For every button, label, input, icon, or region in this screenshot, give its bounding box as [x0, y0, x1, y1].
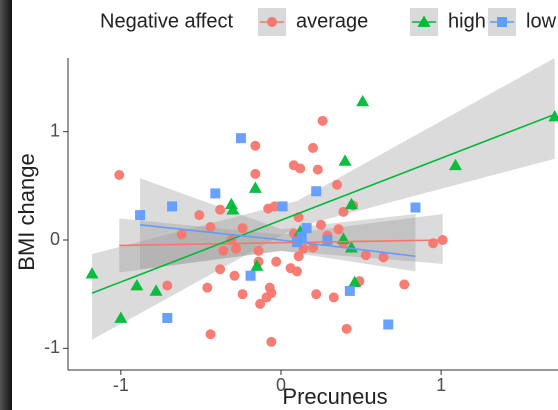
- point: [322, 235, 333, 245]
- side-image: [0, 0, 12, 410]
- point: [311, 186, 322, 197]
- point: [135, 210, 146, 221]
- point: [218, 245, 229, 256]
- point: [328, 292, 339, 303]
- point: [250, 140, 261, 151]
- point: [255, 298, 266, 309]
- point: [248, 181, 262, 193]
- point: [245, 270, 256, 281]
- point: [167, 201, 178, 212]
- point: [348, 275, 362, 288]
- legend-marker: [267, 17, 277, 27]
- point: [231, 243, 242, 254]
- point: [114, 311, 128, 323]
- point: [266, 336, 277, 347]
- point: [130, 279, 144, 291]
- point: [338, 206, 349, 217]
- point: [341, 323, 352, 334]
- point: [237, 223, 248, 234]
- y-tick-label: 0: [50, 229, 60, 249]
- point: [226, 203, 240, 215]
- point: [85, 267, 99, 279]
- point: [149, 284, 163, 296]
- legend-label: low: [526, 10, 557, 32]
- point: [215, 264, 226, 275]
- legend-label: average: [296, 10, 368, 32]
- point: [250, 168, 261, 179]
- point: [312, 164, 323, 175]
- point: [202, 282, 213, 293]
- point: [114, 170, 125, 180]
- point: [263, 203, 274, 214]
- point: [205, 222, 216, 232]
- point: [378, 252, 389, 263]
- point: [311, 289, 322, 300]
- point: [205, 329, 216, 340]
- point: [344, 285, 355, 296]
- x-tick-label: 0: [276, 375, 286, 395]
- regression-line: [119, 239, 443, 247]
- point: [277, 201, 288, 212]
- x-axis-title: Precuneus: [282, 384, 387, 409]
- point: [271, 256, 282, 267]
- point: [293, 251, 304, 262]
- point: [333, 224, 344, 235]
- point: [162, 313, 173, 323]
- point: [356, 94, 370, 107]
- point: [296, 231, 307, 242]
- point: [237, 289, 248, 300]
- point: [360, 250, 371, 261]
- point: [176, 229, 187, 240]
- y-axis-title: BMI change: [14, 153, 39, 270]
- point: [229, 270, 240, 281]
- point: [316, 219, 327, 230]
- legend-label: high: [448, 10, 486, 32]
- point: [301, 223, 312, 234]
- point: [250, 259, 264, 271]
- point: [338, 154, 352, 166]
- x-tick-label: 1: [436, 375, 446, 395]
- legend-marker: [497, 17, 507, 27]
- point: [291, 266, 302, 277]
- point: [210, 188, 221, 199]
- regression-line: [139, 224, 416, 258]
- point: [235, 133, 246, 144]
- point: [295, 163, 306, 174]
- point: [317, 115, 328, 126]
- plot-area: [85, 58, 558, 347]
- point: [410, 202, 421, 213]
- point: [266, 288, 277, 299]
- point: [215, 204, 226, 215]
- y-tick-label: -1: [44, 337, 60, 357]
- legend-title: Negative affect: [100, 10, 233, 32]
- point: [399, 279, 410, 290]
- point: [383, 319, 394, 330]
- point: [344, 197, 358, 210]
- x-tick-label: -1: [113, 375, 129, 395]
- legend-marker: [417, 15, 431, 27]
- regression-line: [91, 113, 556, 294]
- point: [253, 245, 264, 256]
- point: [194, 210, 205, 221]
- confidence-band: [92, 58, 555, 340]
- point: [308, 142, 318, 153]
- point: [449, 158, 463, 171]
- point: [308, 242, 318, 253]
- y-tick-label: 1: [50, 120, 60, 140]
- point: [332, 179, 343, 190]
- point: [162, 280, 173, 291]
